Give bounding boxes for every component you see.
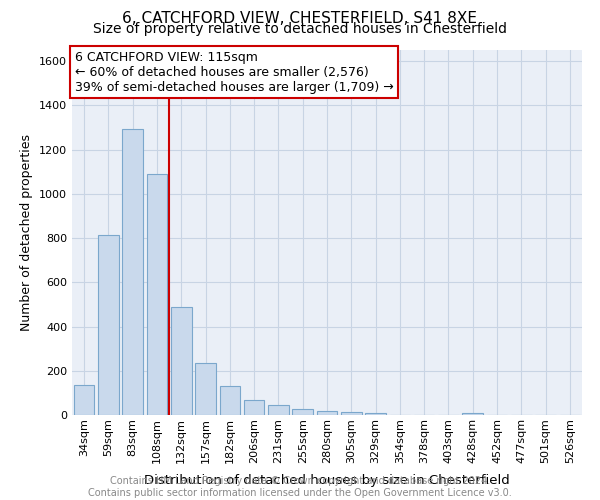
Bar (171, 306, 191, 415)
Bar (268, 405, 289, 415)
Bar (292, 409, 313, 415)
Bar (195, 363, 216, 415)
Bar (463, 413, 483, 415)
Bar (98, 234, 119, 415)
X-axis label: Distribution of detached houses by size in Chesterfield: Distribution of detached houses by size … (144, 474, 510, 487)
Bar (341, 412, 362, 415)
Text: 6 CATCHFORD VIEW: 115sqm
← 60% of detached houses are smaller (2,576)
39% of sem: 6 CATCHFORD VIEW: 115sqm ← 60% of detach… (74, 50, 394, 94)
Bar (365, 413, 386, 415)
Text: Contains HM Land Registry data © Crown copyright and database right 2024.
Contai: Contains HM Land Registry data © Crown c… (88, 476, 512, 498)
Bar (317, 411, 337, 415)
Text: 6, CATCHFORD VIEW, CHESTERFIELD, S41 8XE: 6, CATCHFORD VIEW, CHESTERFIELD, S41 8XE (122, 11, 478, 26)
Bar (146, 174, 167, 415)
Bar (122, 128, 143, 415)
Bar (74, 385, 94, 415)
Bar (220, 386, 240, 415)
Bar (244, 400, 265, 415)
Text: Size of property relative to detached houses in Chesterfield: Size of property relative to detached ho… (93, 22, 507, 36)
Y-axis label: Number of detached properties: Number of detached properties (20, 134, 34, 331)
